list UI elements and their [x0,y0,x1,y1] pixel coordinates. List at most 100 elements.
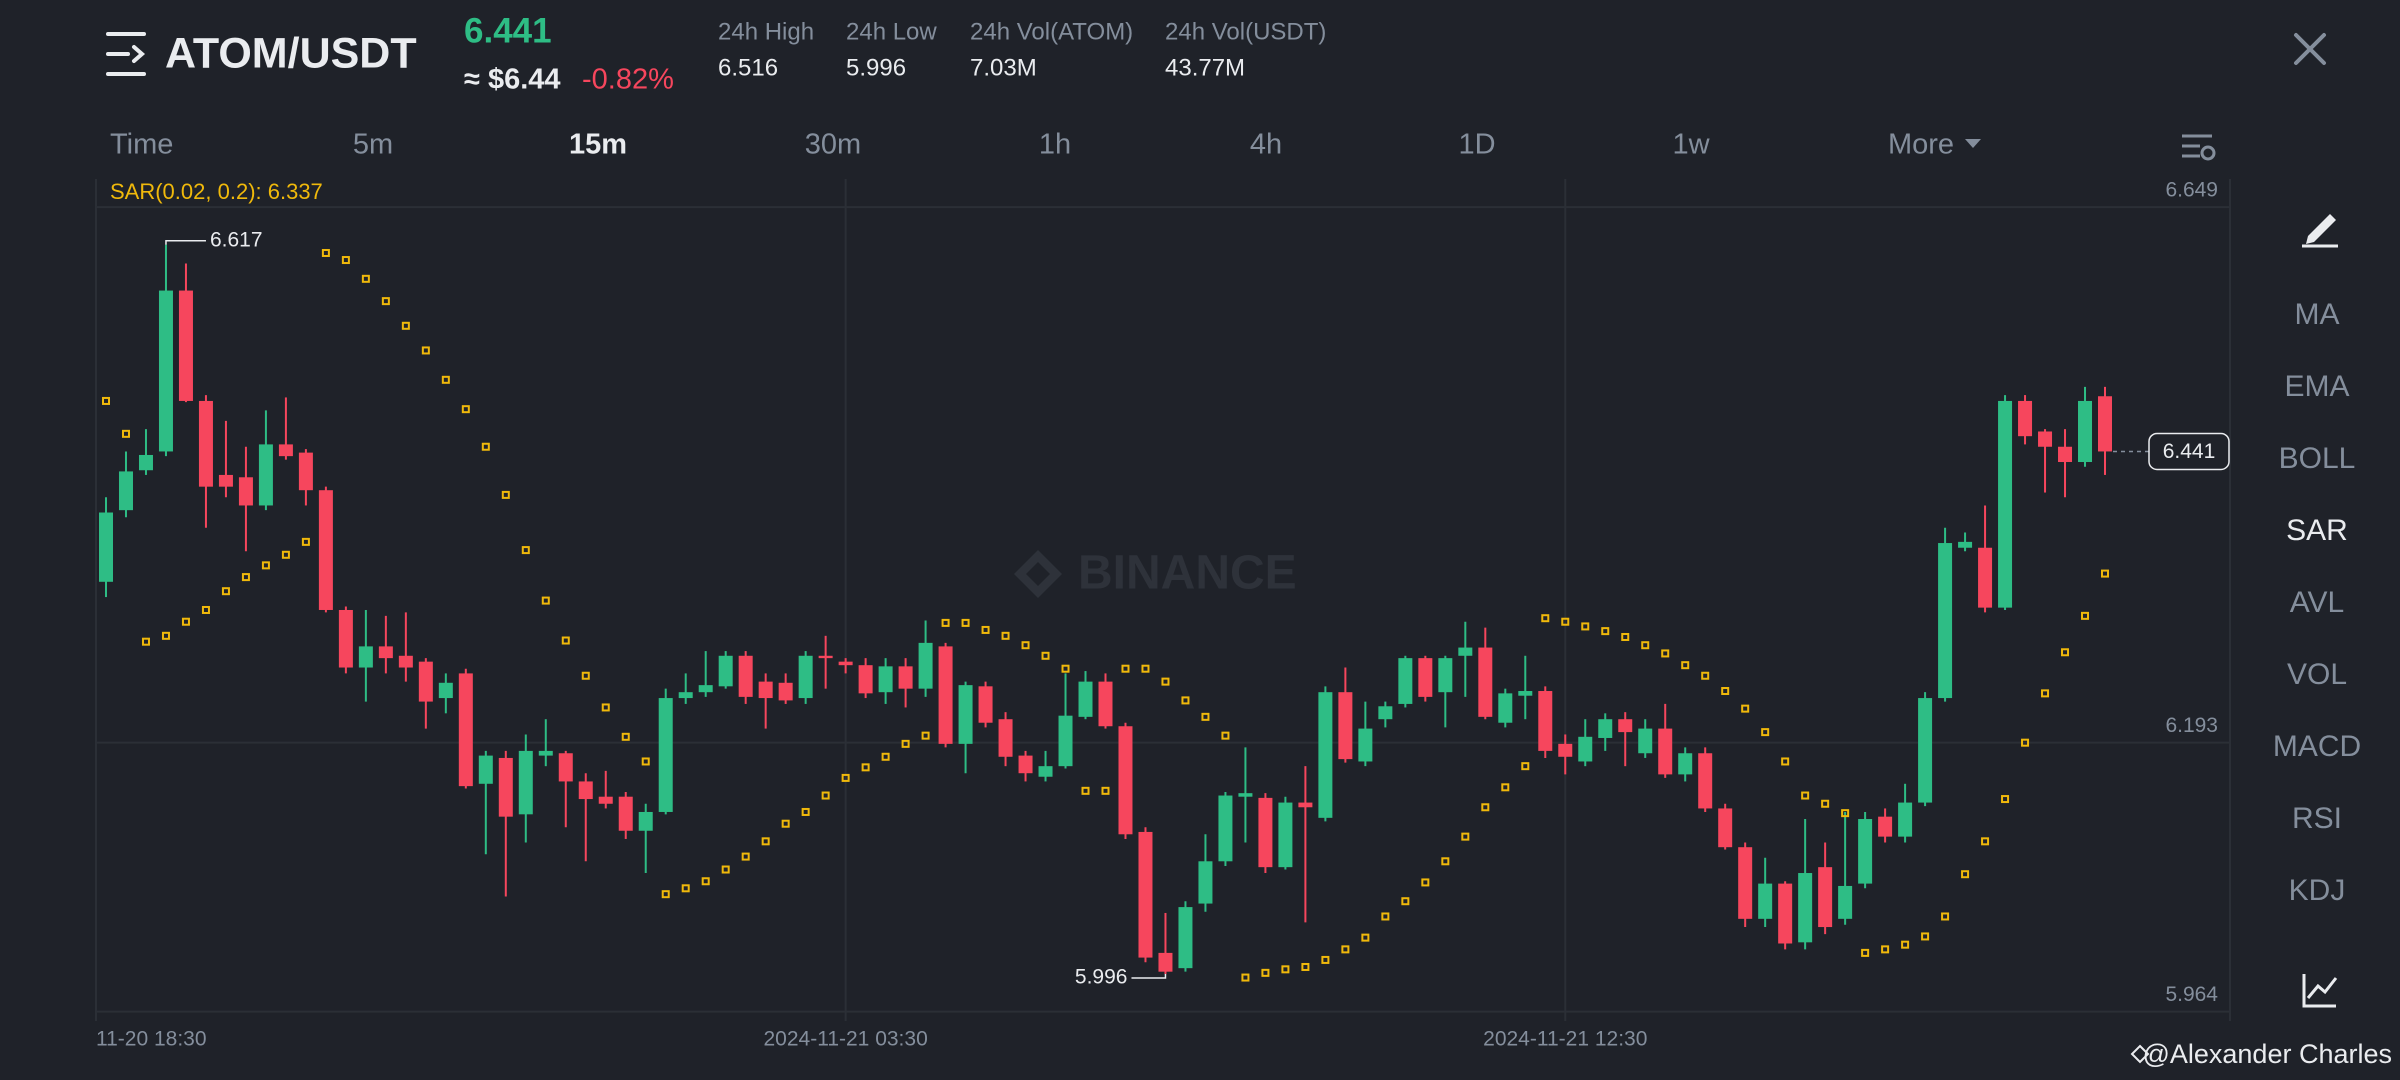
indicator-tab[interactable]: AVL [2290,586,2344,619]
sar-dot [1461,832,1470,841]
high-leader [165,240,206,245]
candle-body [698,685,713,693]
candle-body [298,452,313,491]
chart-settings-icon[interactable] [2182,134,2216,161]
candle-body [958,685,973,744]
candle-body [418,661,433,702]
sar-dot [102,396,110,405]
candle-body [1978,547,1993,608]
candle-body [1358,728,1373,762]
menu-icon[interactable] [106,32,146,76]
sar-dot [1361,933,1370,942]
candle-body [1378,706,1393,720]
candle-body [1678,753,1693,775]
low-label: 5.996 [1075,966,1128,989]
sar-dot [581,671,590,680]
indicator-tab[interactable]: EMA [2284,370,2349,403]
sar-dot [1501,783,1510,792]
sar-dot [261,561,270,570]
sar-dot [761,837,770,846]
sar-dot [561,636,570,645]
last-price-box [2148,432,2230,471]
candle-body [1238,793,1253,797]
sar-dot [1681,661,1690,670]
sar-dot [1561,617,1570,626]
sar-dot [281,550,290,559]
candle-body [1478,647,1493,717]
sar-dot [1781,757,1790,766]
sar-dot [241,573,250,582]
sar-dot [1821,799,1830,808]
candle-body [638,811,653,831]
indicator-tab[interactable]: KDJ [2289,874,2346,907]
timeframe-tab[interactable]: 5m [353,129,393,161]
sar-dot [1521,762,1530,771]
sar-dot [1061,664,1070,673]
timeframe-tab[interactable]: Time [110,129,173,161]
candle-body [1038,766,1053,777]
price-change: -0.82% [582,64,674,96]
indicator-tab[interactable]: VOL [2287,658,2347,691]
stat-value: 5.996 [846,54,906,81]
stat-label: 24h Vol(ATOM) [970,18,1133,45]
candle-body [758,681,773,699]
timeframe-tab[interactable]: 1w [1672,129,1710,161]
candle-body [1538,691,1553,751]
sar-dot [641,757,650,766]
draw-tool-icon[interactable] [2302,214,2338,248]
candle-body [1518,691,1533,696]
candle-body [1718,808,1733,848]
candle-body [718,655,733,687]
candle-body [1198,861,1213,904]
sar-dot [1981,837,1990,846]
sar-dot [2101,569,2109,578]
indicator-tab[interactable]: MA [2295,298,2340,331]
sar-dot [1721,687,1730,696]
pair-title[interactable]: ATOM/USDT [165,29,417,77]
indicator-tab[interactable]: RSI [2292,802,2342,835]
close-button[interactable] [2294,33,2326,65]
candle-body [99,512,113,582]
candle-body [1698,753,1713,809]
timeframe-tab[interactable]: 1D [1458,129,1495,161]
chart-type-icon[interactable] [2302,974,2338,1008]
sar-dot [721,865,730,874]
candle-body [1938,543,1953,699]
stat-label: 24h Vol(USDT) [1165,18,1326,45]
sar-dot [981,625,990,634]
sar-dot [1661,649,1670,658]
timeframe-tab[interactable]: 4h [1250,129,1282,161]
timeframe-tab[interactable]: 15m [569,129,627,161]
indicator-tab[interactable]: BOLL [2279,442,2356,475]
candle-body [498,757,513,817]
last-price: 6.441 [464,11,552,50]
sar-dot [741,852,750,861]
candle-body [1738,847,1753,919]
candle-body [2058,446,2073,463]
sar-dot [1021,641,1030,650]
sar-dot [1621,632,1630,641]
sar-dot [201,605,210,614]
timeframe-bar: Time 5m 15m 30m 1h 4h 1D 1w More [110,129,1981,161]
candle-body [1138,831,1153,958]
indicator-tab[interactable]: SAR [2286,514,2348,547]
sar-dot [541,596,550,605]
candle-body [2018,400,2033,437]
sar-dot [441,375,450,384]
candle-body [318,490,333,610]
timeframe-tab[interactable]: 1h [1039,129,1071,161]
sar-dot [1481,803,1490,812]
candle-body [858,665,873,694]
timeframe-tab[interactable]: 30m [805,129,861,161]
indicator-tab[interactable]: MACD [2273,730,2361,763]
candle-body [1878,816,1893,837]
candle-body [218,474,233,487]
timeframe-tab[interactable]: More [1888,129,1954,161]
sar-dot [341,256,350,265]
sar-dot [2021,738,2030,747]
sar-dot [601,703,610,712]
sar-dot [1081,786,1090,795]
sar-dot [1441,857,1450,866]
sar-dot [1921,932,1930,941]
candle-body [898,666,913,689]
